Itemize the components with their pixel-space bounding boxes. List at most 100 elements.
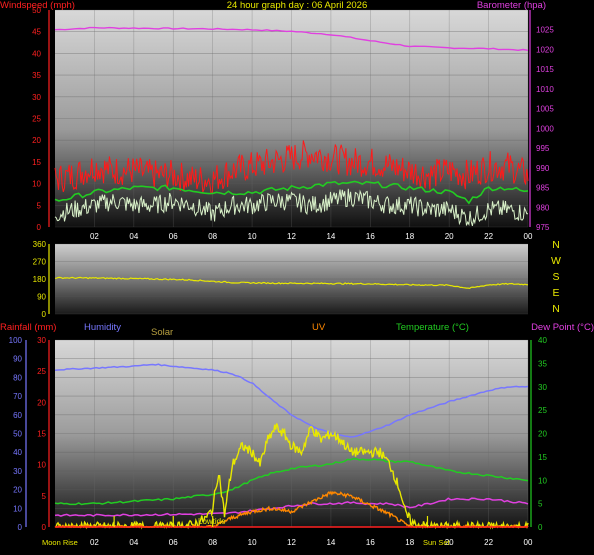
temp-x-tick-label: 06 bbox=[169, 538, 178, 547]
direction-tick-label: 0 bbox=[42, 310, 47, 319]
compass-label: E bbox=[552, 287, 559, 299]
compass-label: N bbox=[552, 303, 560, 315]
wind-x-tick-label: 16 bbox=[366, 232, 375, 241]
wind-x-tick-label: 12 bbox=[287, 232, 296, 241]
solar-header: Solar bbox=[151, 327, 173, 338]
wind-left-tick-label: 40 bbox=[32, 49, 41, 58]
sun-set-label: Sun Set bbox=[423, 538, 451, 547]
humidity-tick-label: 30 bbox=[13, 467, 22, 476]
lowtide-label: Lowtide bbox=[198, 517, 226, 526]
rain-tick-label: 0 bbox=[42, 523, 47, 532]
series-average bbox=[54, 180, 529, 205]
dewpoint-header: Dew Point (°C) bbox=[531, 322, 594, 333]
temp-x-tick-label: 10 bbox=[248, 538, 257, 547]
wind-x-tick-label: 14 bbox=[326, 232, 335, 241]
wind-left-tick-label: 20 bbox=[32, 136, 41, 145]
temp-tick-label: 25 bbox=[538, 406, 547, 415]
wind-left-tick-label: 15 bbox=[32, 158, 41, 167]
humidity-tick-label: 10 bbox=[13, 504, 22, 513]
wind-left-tick-label: 5 bbox=[37, 201, 42, 210]
temp-tick-label: 5 bbox=[538, 500, 543, 509]
wind-axis-title: Windspeed (mph) bbox=[0, 0, 75, 11]
baro-right-tick-label: 995 bbox=[536, 144, 550, 153]
humidity-header: Humidity bbox=[84, 322, 121, 333]
temp-x-tick-label: 04 bbox=[129, 538, 138, 547]
temp-x-tick-label: 02 bbox=[90, 538, 99, 547]
baro-right-tick-label: 1025 bbox=[536, 26, 554, 35]
series-barometer-hpa bbox=[54, 26, 529, 52]
temp-tick-label: 0 bbox=[538, 523, 543, 532]
baro-right-tick-label: 1020 bbox=[536, 45, 554, 54]
humidity-tick-label: 50 bbox=[13, 430, 22, 439]
temp-x-tick-label: 18 bbox=[405, 538, 414, 547]
wind-left-tick-label: 30 bbox=[32, 93, 41, 102]
series-temperature-c bbox=[54, 457, 529, 506]
direction-tick-label: 180 bbox=[33, 275, 47, 284]
rain-tick-label: 15 bbox=[37, 430, 46, 439]
baro-right-tick-label: 980 bbox=[536, 203, 550, 212]
temp-x-tick-label: 20 bbox=[445, 538, 454, 547]
baro-right-tick-label: 985 bbox=[536, 184, 550, 193]
wind-x-tick-label: 20 bbox=[445, 232, 454, 241]
temp-tick-label: 40 bbox=[538, 336, 547, 345]
rain-tick-label: 25 bbox=[37, 367, 46, 376]
rainfall-header: Rainfall (mm) bbox=[0, 322, 56, 333]
humidity-tick-label: 90 bbox=[13, 355, 22, 364]
direction-tick-label: 360 bbox=[33, 240, 47, 249]
rain-tick-label: 5 bbox=[42, 492, 47, 501]
temp-tick-label: 30 bbox=[538, 383, 547, 392]
rain-tick-label: 30 bbox=[37, 336, 46, 345]
direction-tick-label: 270 bbox=[33, 258, 47, 267]
humidity-tick-label: 20 bbox=[13, 486, 22, 495]
compass-label: N bbox=[552, 239, 560, 251]
wind-x-tick-label: 06 bbox=[169, 232, 178, 241]
temp-tick-label: 15 bbox=[538, 453, 547, 462]
series-dew-point-c bbox=[54, 497, 529, 517]
temp-x-tick-label: 12 bbox=[287, 538, 296, 547]
chart-title: 24 hour graph day : 06 April 2026 bbox=[227, 0, 368, 11]
wind-x-tick-label: 04 bbox=[129, 232, 138, 241]
wind-left-tick-label: 45 bbox=[32, 28, 41, 37]
humidity-tick-label: 70 bbox=[13, 392, 22, 401]
baro-axis-title: Barometer (hpa) bbox=[477, 0, 546, 11]
wind-left-tick-label: 25 bbox=[32, 115, 41, 124]
baro-right-tick-label: 1015 bbox=[536, 65, 554, 74]
temp-x-tick-label: 08 bbox=[208, 538, 217, 547]
rain-tick-label: 10 bbox=[37, 461, 46, 470]
series-gust bbox=[54, 140, 529, 195]
rain-tick-label: 20 bbox=[37, 398, 46, 407]
baro-right-tick-label: 1000 bbox=[536, 124, 554, 133]
temp-tick-label: 20 bbox=[538, 430, 547, 439]
wind-x-tick-label: 22 bbox=[484, 232, 493, 241]
humidity-tick-label: 40 bbox=[13, 448, 22, 457]
wind-x-tick-label: 00 bbox=[524, 232, 533, 241]
baro-right-tick-label: 975 bbox=[536, 223, 550, 232]
temp-x-tick-label: 00 bbox=[524, 538, 533, 547]
compass-label: W bbox=[551, 255, 561, 267]
baro-right-tick-label: 1010 bbox=[536, 85, 554, 94]
direction-tick-label: 90 bbox=[37, 293, 46, 302]
wind-x-tick-label: 08 bbox=[208, 232, 217, 241]
moon-rise-label: Moon Rise bbox=[42, 538, 78, 547]
wind-x-tick-label: 02 bbox=[90, 232, 99, 241]
temp-tick-label: 35 bbox=[538, 359, 547, 368]
humidity-tick-label: 80 bbox=[13, 373, 22, 382]
humidity-tick-label: 0 bbox=[18, 523, 23, 532]
wind-left-tick-label: 10 bbox=[32, 180, 41, 189]
temp-x-tick-label: 16 bbox=[366, 538, 375, 547]
temp-x-tick-label: 22 bbox=[484, 538, 493, 547]
series-humidity bbox=[54, 363, 529, 438]
series-speed bbox=[54, 188, 528, 227]
wind-x-tick-label: 18 bbox=[405, 232, 414, 241]
series-wind-direction bbox=[54, 276, 529, 290]
uv-header: UV bbox=[312, 322, 326, 333]
humidity-tick-label: 100 bbox=[9, 336, 23, 345]
wind-left-tick-label: 35 bbox=[32, 71, 41, 80]
wind-left-tick-label: 50 bbox=[32, 6, 41, 15]
baro-right-tick-label: 1005 bbox=[536, 105, 554, 114]
temp-tick-label: 10 bbox=[538, 476, 547, 485]
humidity-tick-label: 60 bbox=[13, 411, 22, 420]
temperature-header: Temperature (°C) bbox=[396, 322, 469, 333]
wind-x-tick-label: 10 bbox=[248, 232, 257, 241]
